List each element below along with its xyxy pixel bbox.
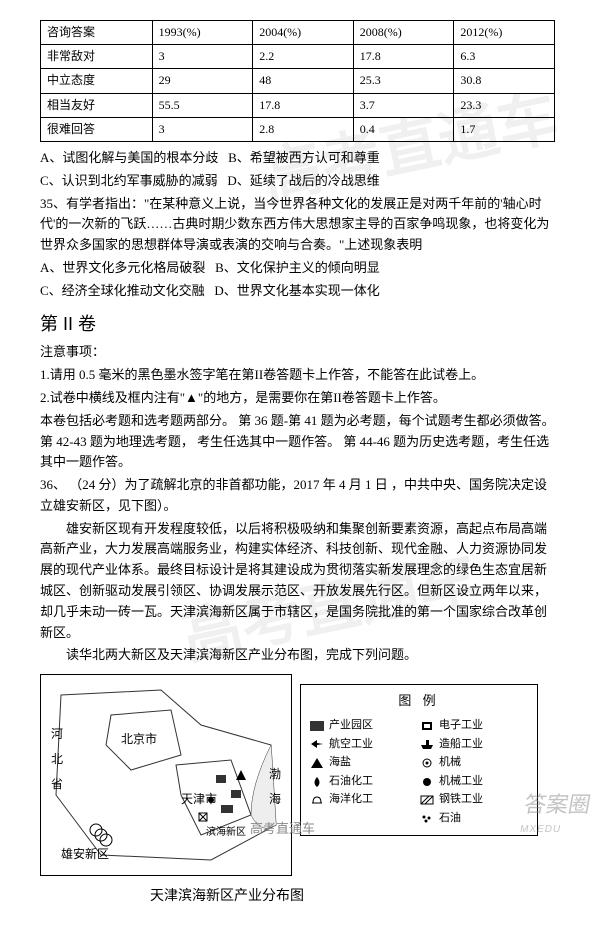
legend-label: 产业园区 bbox=[329, 717, 373, 735]
legend-label: 钢铁工业 bbox=[439, 791, 483, 809]
map-label-tianjin: 天津市 bbox=[181, 790, 217, 809]
q34-opt-c: C、认识到北约军事威胁的减弱 bbox=[40, 173, 218, 188]
q34-options-line2: C、认识到北约军事威胁的减弱 D、延续了战后的冷战思维 bbox=[40, 171, 555, 192]
drop-icon bbox=[309, 776, 325, 788]
q34-opt-a: A、试图化解与美国的根本分歧 bbox=[40, 150, 218, 165]
map-label-hebei1: 河 bbox=[51, 725, 63, 744]
ship-icon bbox=[419, 738, 435, 750]
grain-icon bbox=[419, 813, 435, 825]
q34-opt-b: B、希望被西方认可和尊重 bbox=[228, 150, 380, 165]
legend-label: 海盐 bbox=[329, 754, 351, 772]
q35-opt-b: B、文化保护主义的倾向明显 bbox=[215, 260, 380, 275]
table-row: 中立态度 29 48 25.3 30.8 bbox=[41, 69, 555, 93]
map-label-hebei3: 省 bbox=[51, 775, 63, 794]
survey-table: 咨询答案 1993(%) 2004(%) 2008(%) 2012(%) 非常敌… bbox=[40, 20, 555, 142]
legend-col-left: 产业园区 航空工业 海盐 石油化工 海洋化工 bbox=[309, 716, 419, 829]
q36-p2: 读华北两大新区及天津滨海新区产业分布图，完成下列问题。 bbox=[40, 645, 555, 666]
map-label-hai2: 海 bbox=[269, 790, 281, 809]
legend-label: 机械工业 bbox=[439, 773, 483, 791]
map-label-binhai: 滨海新区 bbox=[206, 825, 246, 841]
map-label-xiongan: 雄安新区 bbox=[61, 845, 109, 864]
legend-label: 电子工业 bbox=[439, 717, 483, 735]
legend-title: 图 例 bbox=[309, 691, 529, 712]
legend-label: 海洋化工 bbox=[329, 791, 373, 809]
q34-opt-d: D、延续了战后的冷战思维 bbox=[227, 173, 379, 188]
legend-label: 机械 bbox=[439, 754, 461, 772]
map-box: 河 北 省 北京市 天津市 雄安新区 渤 海 滨海新区 bbox=[40, 674, 292, 876]
map-label-hebei2: 北 bbox=[51, 750, 63, 769]
footer-watermark-text: 高考直通车 bbox=[250, 819, 315, 840]
section2-p1: 本卷包括必考题和选考题两部分。 第 36 题-第 41 题为必考题，每个试题考生… bbox=[40, 411, 555, 473]
q35-options-line2: C、经济全球化推动文化交融 D、世界文化基本实现一体化 bbox=[40, 281, 555, 302]
legend-col-right: 电子工业 造船工业 机械 机械工业 钢铁工业 石油 bbox=[419, 716, 529, 829]
notice-label: 注意事项： bbox=[40, 342, 555, 363]
figure-caption: 天津滨海新区产业分布图 bbox=[150, 886, 304, 908]
gear-icon bbox=[419, 757, 435, 769]
legend-box: 图 例 产业园区 航空工业 海盐 石油化工 海洋化工 电子工业 造船工业 机械 … bbox=[300, 684, 538, 835]
q35-opt-a: A、世界文化多元化格局破裂 bbox=[40, 260, 205, 275]
th-3: 2008(%) bbox=[353, 21, 454, 45]
table-row: 很难回答 3 2.8 0.4 1.7 bbox=[41, 117, 555, 141]
notice-1: 1.请用 0.5 毫米的黑色墨水签字笔在第II卷答题卡上作答，不能答在此试卷上。 bbox=[40, 365, 555, 386]
th-1: 1993(%) bbox=[152, 21, 253, 45]
map-label-bohai: 渤 bbox=[269, 765, 281, 784]
legend-label: 航空工业 bbox=[329, 736, 373, 754]
q36-lead: 36、 （24 分）为了疏解北京的非首都功能，2017 年 4 月 1 日 ，中… bbox=[40, 475, 555, 517]
q36-p1: 雄安新区现有开发程度较低，以后将积极吸纳和集聚创新要素资源，高起点布局高端高新产… bbox=[40, 519, 555, 644]
legend-label: 石油 bbox=[439, 810, 461, 828]
table-row: 相当友好 55.5 17.8 3.7 23.3 bbox=[41, 93, 555, 117]
q35-stem: 35、有学者指出："在某种意义上说，当今世界各种文化的发展正是对两千年前的'轴心… bbox=[40, 194, 555, 256]
th-4: 2012(%) bbox=[454, 21, 555, 45]
legend-label: 石油化工 bbox=[329, 773, 373, 791]
th-0: 咨询答案 bbox=[41, 21, 153, 45]
notice-2: 2.试卷中横线及框内注有"▲"的地方，是需要你在第II卷答题卡上作答。 bbox=[40, 388, 555, 409]
bell-icon bbox=[309, 794, 325, 806]
q35-opt-d: D、世界文化基本实现一体化 bbox=[214, 283, 379, 298]
footer-badge: 答案圈 MXEDU bbox=[518, 787, 593, 838]
q34-options-line1: A、试图化解与美国的根本分歧 B、希望被西方认可和尊重 bbox=[40, 148, 555, 169]
footer-badge-main: 答案圈 bbox=[522, 792, 592, 817]
legend-label: 造船工业 bbox=[439, 736, 483, 754]
triangle-icon bbox=[309, 757, 325, 769]
q35-options-line1: A、世界文化多元化格局破裂 B、文化保护主义的倾向明显 bbox=[40, 258, 555, 279]
chip-icon bbox=[419, 720, 435, 732]
figure-area: 河 北 省 北京市 天津市 雄安新区 渤 海 滨海新区 图 例 产业园区 航空工… bbox=[40, 674, 540, 914]
section-2-title: 第 II 卷 bbox=[40, 310, 555, 339]
th-2: 2004(%) bbox=[253, 21, 354, 45]
page-content: 咨询答案 1993(%) 2004(%) 2008(%) 2012(%) 非常敌… bbox=[0, 0, 595, 934]
footer-badge-sub: MXEDU bbox=[518, 822, 587, 838]
hatch-icon bbox=[419, 794, 435, 806]
plane-icon bbox=[309, 738, 325, 750]
park-icon bbox=[309, 720, 325, 732]
table-header-row: 咨询答案 1993(%) 2004(%) 2008(%) 2012(%) bbox=[41, 21, 555, 45]
map-label-beijing: 北京市 bbox=[121, 730, 157, 749]
table-row: 非常敌对 3 2.2 17.8 6.3 bbox=[41, 45, 555, 69]
circle-icon bbox=[419, 776, 435, 788]
q35-opt-c: C、经济全球化推动文化交融 bbox=[40, 283, 205, 298]
